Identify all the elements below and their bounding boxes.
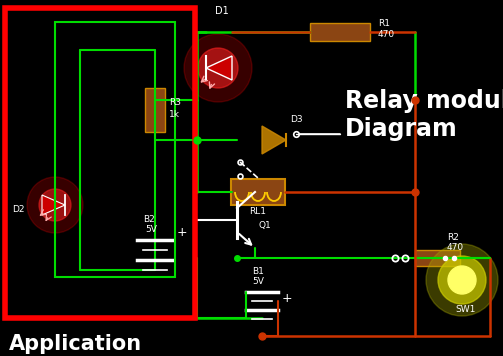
Text: 1k: 1k (169, 110, 180, 119)
Polygon shape (42, 195, 65, 215)
Bar (5, 8, 195, 318)
Bar (231, 179, 285, 205)
Circle shape (438, 256, 486, 304)
Text: 470: 470 (378, 30, 395, 39)
Circle shape (184, 34, 252, 102)
Text: D3: D3 (290, 115, 303, 124)
Circle shape (39, 189, 71, 221)
Text: 5V: 5V (145, 225, 157, 234)
Text: +: + (177, 226, 188, 239)
Text: Q1: Q1 (259, 221, 272, 230)
Circle shape (198, 48, 238, 88)
Text: 5V: 5V (252, 277, 264, 286)
Text: SW1: SW1 (456, 305, 476, 314)
Text: Application: Application (9, 334, 141, 354)
Circle shape (426, 244, 498, 316)
Bar (310, 23, 370, 41)
Text: D2: D2 (12, 204, 25, 214)
Text: RL1: RL1 (249, 207, 267, 216)
Text: +: + (282, 292, 293, 305)
Text: R3: R3 (169, 98, 181, 107)
Polygon shape (206, 56, 232, 80)
Text: D1: D1 (215, 6, 229, 16)
Text: Relay module
Diagram: Relay module Diagram (345, 89, 503, 141)
Text: 470: 470 (447, 243, 464, 252)
Bar (415, 250, 460, 266)
Bar (145, 88, 165, 132)
Text: R1: R1 (378, 19, 390, 28)
Polygon shape (262, 126, 286, 154)
Bar (55, 22, 175, 277)
Text: R2: R2 (447, 233, 459, 242)
Text: B2: B2 (143, 215, 155, 224)
Circle shape (27, 177, 83, 233)
Text: B1: B1 (252, 267, 264, 276)
Circle shape (448, 266, 476, 294)
